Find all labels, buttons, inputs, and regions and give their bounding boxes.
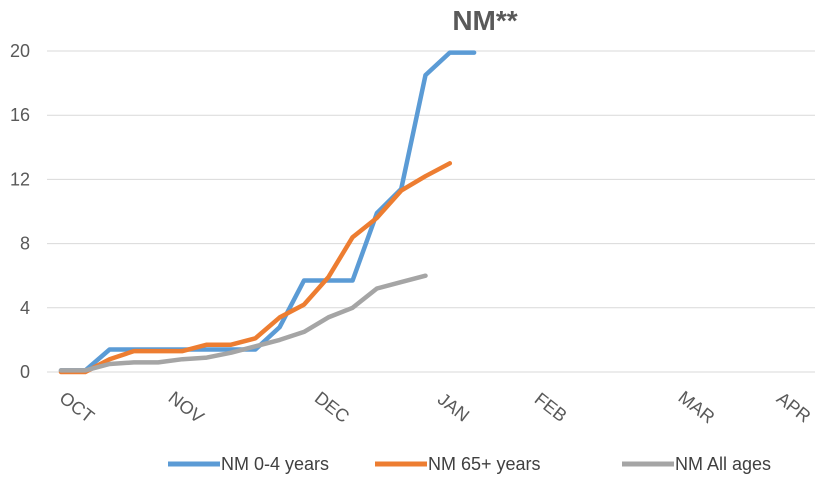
x-tick-label: JAN [434, 389, 473, 426]
x-axis-ticks: OCTNOVDECJANFEBMARAPRMAY [56, 387, 815, 427]
y-tick-label: 16 [10, 105, 30, 125]
legend-label: NM 65+ years [428, 454, 541, 474]
series-lines [58, 50, 477, 375]
y-tick-label: 0 [20, 362, 30, 382]
series-line-nm-all-ages [58, 273, 428, 373]
gridlines [47, 50, 815, 373]
series-line-nm-65-years [58, 161, 453, 375]
y-tick-label: 8 [20, 234, 30, 254]
x-tick-label: FEB [531, 389, 571, 426]
y-tick-label: 4 [20, 298, 30, 318]
series-line-nm-0-4-years [58, 50, 477, 373]
x-tick-label: OCT [56, 388, 98, 427]
legend: NM 0-4 years NM 65+ years NM All ages [168, 454, 771, 474]
y-tick-label: 20 [10, 41, 30, 61]
legend-label: NM All ages [675, 454, 771, 474]
y-axis-ticks: 0 4 8 12 16 20 [10, 41, 30, 382]
chart-title: NM** [452, 5, 517, 36]
x-tick-label: NOV [165, 387, 208, 427]
y-tick-label: 12 [10, 169, 30, 189]
x-tick-label: MAR [675, 387, 719, 427]
legend-label: NM 0-4 years [221, 454, 329, 474]
x-tick-label: DEC [311, 388, 353, 427]
x-tick-label: APR [773, 388, 814, 427]
